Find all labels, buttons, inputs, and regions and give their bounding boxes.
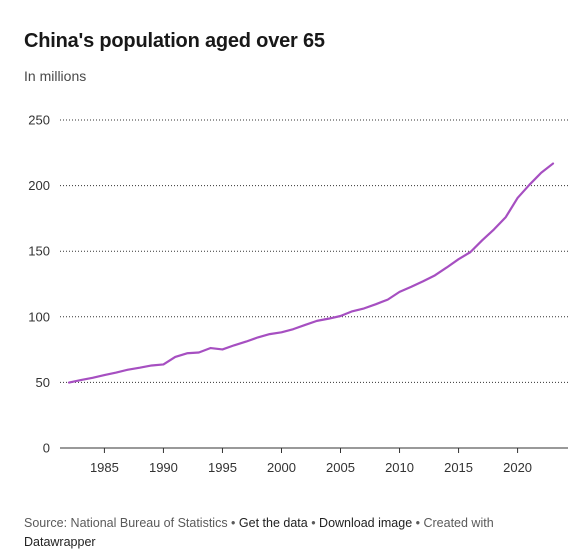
y-axis-ticks: 0 50 100 150 200 250 — [28, 113, 50, 456]
x-tick-label: 1985 — [90, 460, 119, 475]
datawrapper-link[interactable]: Datawrapper — [24, 535, 96, 549]
footer-separator: • — [307, 516, 320, 530]
y-tick-label: 50 — [36, 375, 50, 390]
created-with-text: Created with — [423, 516, 494, 530]
x-tick-label: 2005 — [326, 460, 355, 475]
download-image-link[interactable]: Download image — [319, 516, 413, 530]
get-data-link[interactable]: Get the data — [238, 516, 308, 530]
footer-separator: • — [227, 516, 239, 530]
chart-footer: Source: National Bureau of Statistics • … — [24, 514, 564, 552]
x-tick-label: 1990 — [149, 460, 178, 475]
line-chart: 0 50 100 150 200 250 1985 1990 1995 2000 2005 2010… — [28, 113, 568, 475]
x-tick-label: 2015 — [444, 460, 473, 475]
x-tick-label: 2000 — [267, 460, 296, 475]
y-tick-label: 100 — [28, 309, 50, 324]
source-note: Source: National Bureau of Statistics — [24, 516, 228, 530]
series-layer — [67, 162, 555, 384]
y-tick-label: 0 — [43, 441, 50, 456]
y-tick-label: 250 — [28, 113, 50, 128]
gridlines — [60, 119, 568, 449]
footer-separator: • — [412, 516, 424, 530]
x-tick-label: 2020 — [503, 460, 532, 475]
chart-subtitle: In millions — [24, 68, 87, 84]
x-tick-label: 2010 — [385, 460, 414, 475]
x-tick-label: 1995 — [208, 460, 237, 475]
series-line — [67, 162, 555, 384]
y-tick-label: 150 — [28, 244, 50, 259]
chart-title: China's population aged over 65 — [24, 30, 325, 52]
y-tick-label: 200 — [28, 178, 50, 193]
x-axis-ticks: 1985 1990 1995 2000 2005 2010 2015 2020 — [90, 448, 532, 475]
